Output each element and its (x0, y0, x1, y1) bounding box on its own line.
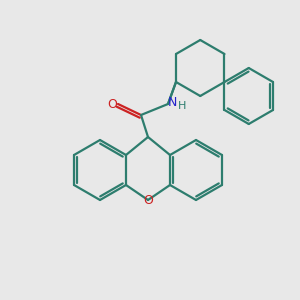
Text: N: N (167, 97, 177, 110)
Text: H: H (178, 101, 186, 111)
Text: O: O (107, 98, 117, 110)
Text: O: O (143, 194, 153, 206)
